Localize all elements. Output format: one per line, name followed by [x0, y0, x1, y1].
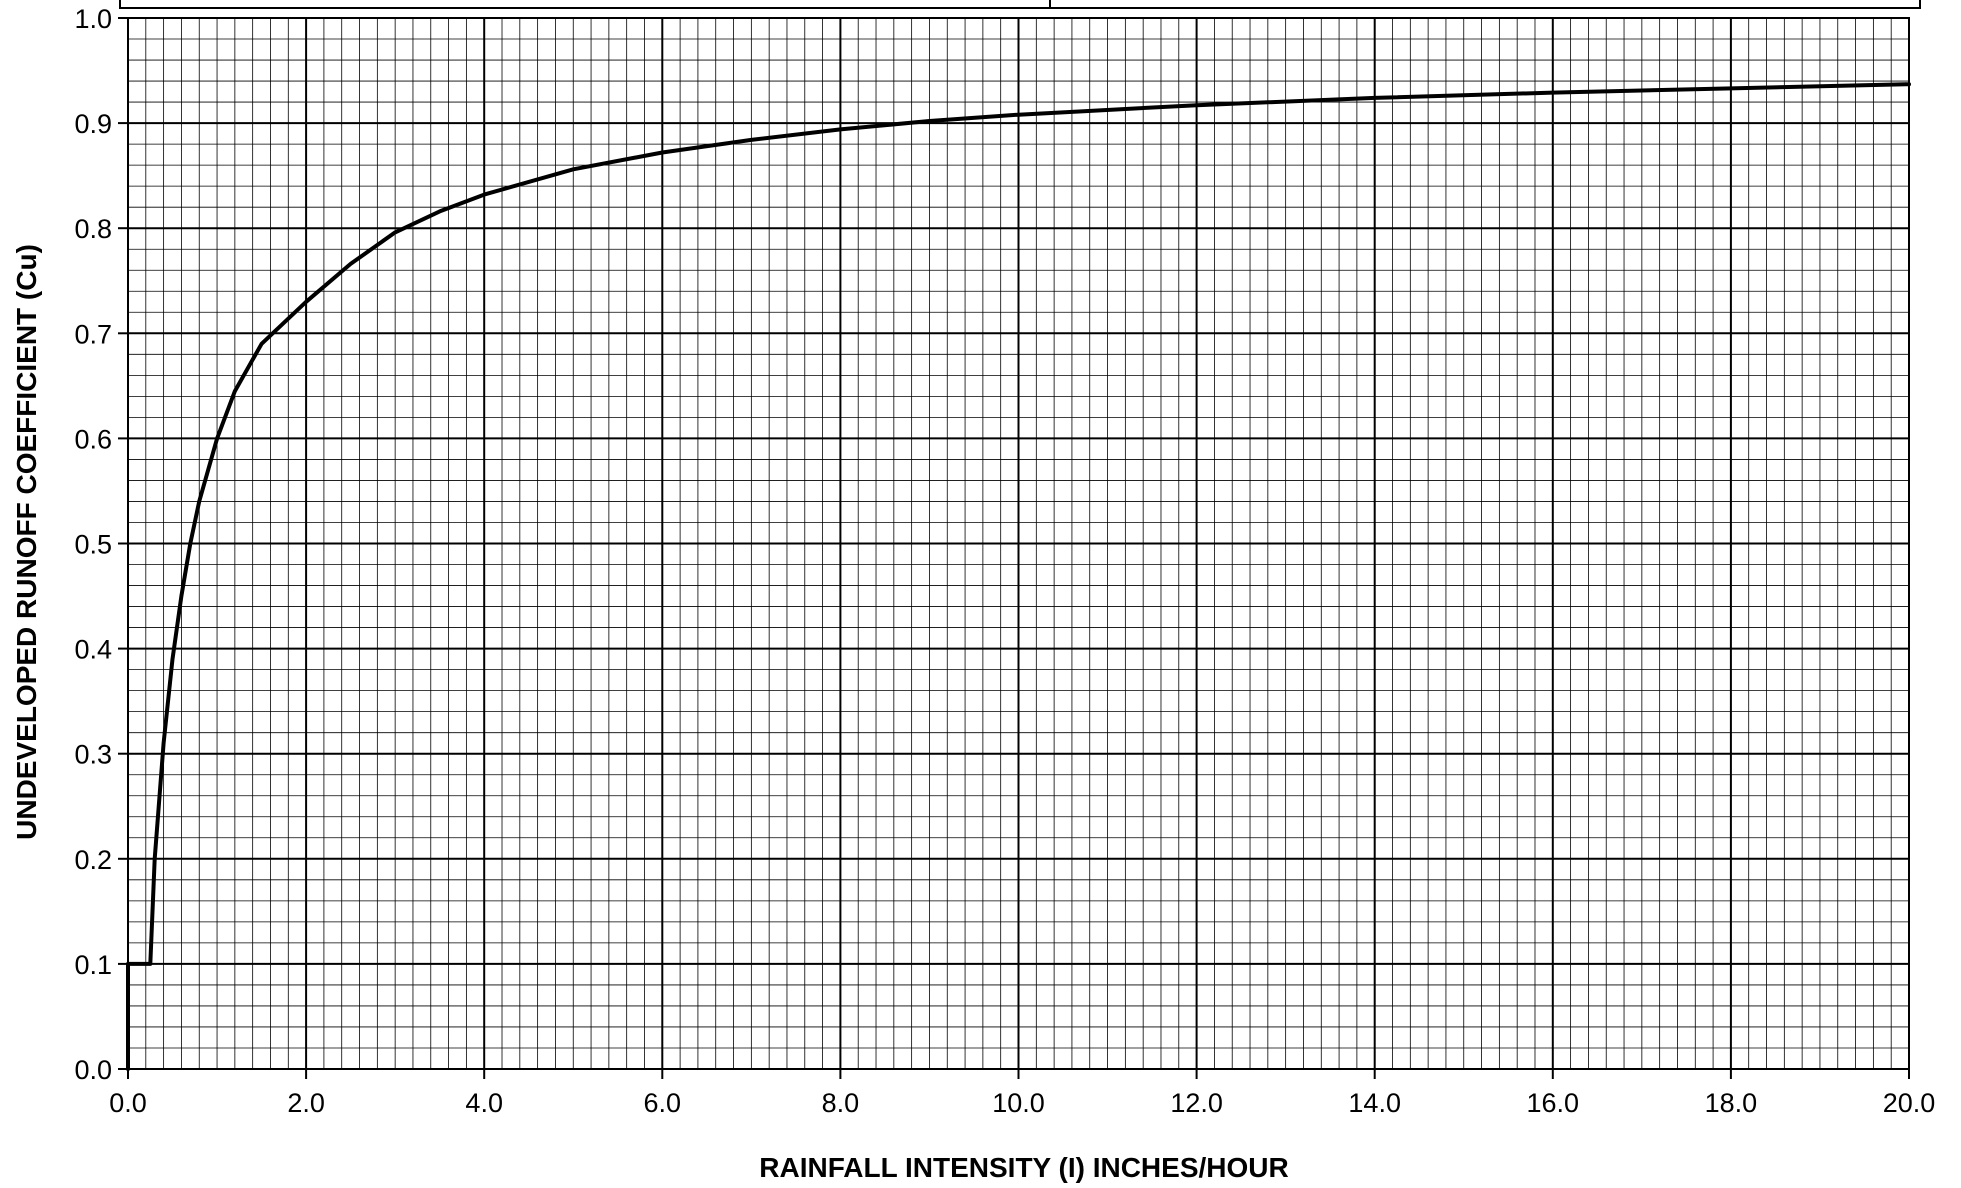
y-tick-label: 0.7 — [74, 319, 112, 349]
y-tick-label: 1.0 — [74, 4, 112, 34]
plot-area-frame — [127, 17, 1910, 1070]
x-tick-label: 20.0 — [1883, 1088, 1936, 1118]
x-axis-ticks: 0.0 2.0 4.0 6.0 8.0 10.0 12.0 14.0 16.0 18.0 20.0 — [109, 1088, 1935, 1118]
y-tick-label: 0.1 — [74, 950, 112, 980]
y-axis-label: UNDEVELOPED RUNOFF COEFFICIENT (Cu) — [11, 244, 42, 840]
series-line — [126, 82, 1911, 1071]
y-tick-label: 0.9 — [74, 109, 112, 139]
x-tick-label: 8.0 — [822, 1088, 860, 1118]
x-tick-label: 16.0 — [1527, 1088, 1580, 1118]
x-axis-label: RAINFALL INTENSITY (I) INCHES/HOUR — [759, 1152, 1288, 1183]
x-tick-label: 0.0 — [109, 1088, 147, 1118]
x-tick-label: 4.0 — [465, 1088, 503, 1118]
y-tick-label: 0.4 — [74, 635, 112, 665]
x-tick-label: 18.0 — [1705, 1088, 1758, 1118]
header-box-right — [1049, 0, 1921, 9]
x-tick-label: 2.0 — [287, 1088, 325, 1118]
y-tick-label: 0.0 — [74, 1055, 112, 1085]
y-tick-label: 0.8 — [74, 214, 112, 244]
y-tick-label: 0.3 — [74, 740, 112, 770]
y-tick-label: 0.5 — [74, 530, 112, 560]
major-grid — [118, 17, 1910, 1079]
header-box-left — [119, 0, 1051, 9]
y-axis-ticks: 0.0 0.1 0.2 0.3 0.4 0.5 0.6 0.7 0.8 0.9 1.0 — [74, 4, 112, 1085]
x-tick-label: 10.0 — [992, 1088, 1045, 1118]
x-tick-label: 12.0 — [1170, 1088, 1223, 1118]
x-tick-label: 6.0 — [644, 1088, 682, 1118]
x-tick-label: 14.0 — [1348, 1088, 1401, 1118]
y-tick-label: 0.6 — [74, 424, 112, 454]
y-tick-label: 0.2 — [74, 845, 112, 875]
series-group — [126, 82, 1911, 1071]
